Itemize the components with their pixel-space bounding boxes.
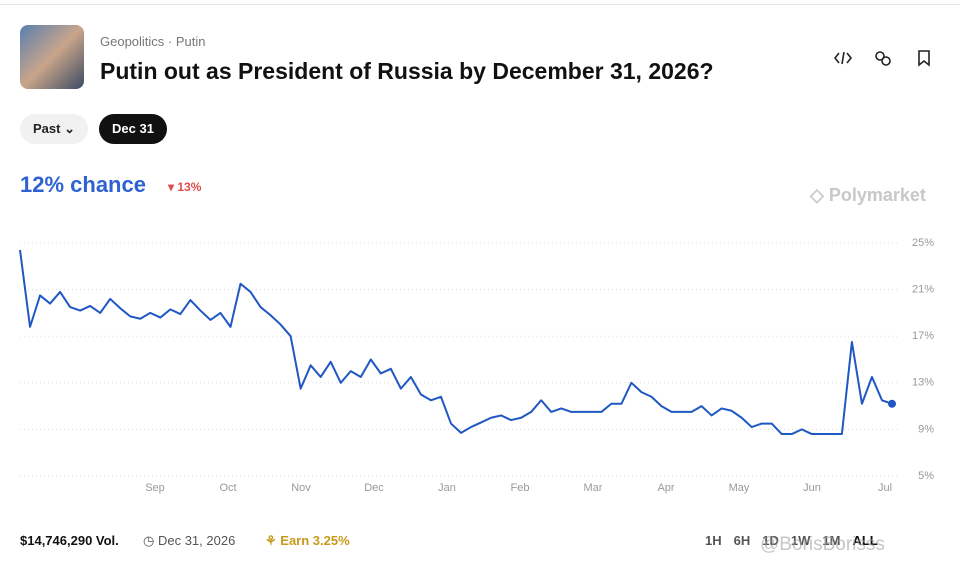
x-tick-label: Feb bbox=[511, 482, 530, 494]
x-tick-label: Sep bbox=[145, 482, 165, 494]
action-icons bbox=[834, 50, 930, 67]
link-icon[interactable] bbox=[875, 51, 885, 61]
change: ▾ 13% bbox=[168, 180, 202, 194]
market-image bbox=[20, 25, 84, 89]
embed-icon[interactable] bbox=[834, 51, 853, 65]
top-border bbox=[0, 4, 960, 5]
range-button[interactable]: 1M bbox=[822, 533, 841, 548]
filter-label: Past bbox=[33, 121, 61, 136]
y-tick-label: 17% bbox=[912, 330, 934, 342]
y-tick-label: 9% bbox=[918, 423, 934, 435]
filter-button[interactable]: Past ⌄ bbox=[20, 114, 88, 144]
range-buttons: 1H 6H 1D 1W 1M ALL bbox=[705, 533, 878, 548]
x-tick-label: Apr bbox=[657, 482, 674, 494]
y-tick-label: 21% bbox=[912, 284, 934, 296]
chance: 12% chance bbox=[20, 172, 146, 197]
brand-name: Polymarket bbox=[828, 185, 926, 205]
market-title: Putin out as President of Russia by Dece… bbox=[100, 58, 714, 84]
range-button[interactable]: 1W bbox=[790, 533, 811, 548]
earn[interactable]: ⚘ Earn 3.25% bbox=[265, 533, 350, 548]
x-tick-label: Jan bbox=[438, 482, 456, 494]
y-tick-label: 25% bbox=[912, 237, 934, 249]
breadcrumb-link[interactable]: Geopolitics bbox=[100, 34, 165, 49]
breadcrumb: Geopolitics · Putin bbox=[100, 34, 206, 49]
price-line bbox=[19, 249, 893, 436]
range-button[interactable]: 1D bbox=[762, 533, 779, 548]
x-tick-label: May bbox=[729, 482, 750, 494]
range-button[interactable]: 6H bbox=[733, 533, 751, 548]
range-button[interactable]: 1H bbox=[705, 533, 722, 548]
end-date-text: Dec 31, 2026 bbox=[157, 533, 236, 548]
y-tick-label: 13% bbox=[912, 377, 934, 389]
end-date: ◷ Dec 31, 2026 bbox=[143, 533, 236, 548]
filter-button[interactable]: Dec 31 bbox=[99, 114, 167, 144]
earn-text: Earn 3.25% bbox=[280, 533, 350, 548]
x-tick-label: Oct bbox=[219, 482, 236, 494]
watermark: @BorisBorisss bbox=[760, 534, 885, 555]
volume: $14,746,290 Vol. bbox=[20, 533, 119, 548]
range-button[interactable]: ALL bbox=[852, 533, 878, 548]
change-value: 13% bbox=[177, 180, 202, 194]
x-tick-label: Mar bbox=[584, 482, 603, 494]
brand: ◇ Polymarket bbox=[810, 185, 926, 205]
x-tick-label: Jul bbox=[878, 482, 892, 494]
x-tick-label: Jun bbox=[803, 482, 821, 494]
breadcrumb-link[interactable]: Putin bbox=[175, 34, 206, 49]
link-icon bbox=[881, 56, 891, 66]
current-point bbox=[888, 399, 896, 408]
x-tick-label: Dec bbox=[364, 482, 384, 494]
bookmark-icon[interactable] bbox=[918, 50, 930, 67]
y-tick-label: 5% bbox=[918, 470, 934, 482]
x-tick-label: Nov bbox=[291, 482, 311, 494]
